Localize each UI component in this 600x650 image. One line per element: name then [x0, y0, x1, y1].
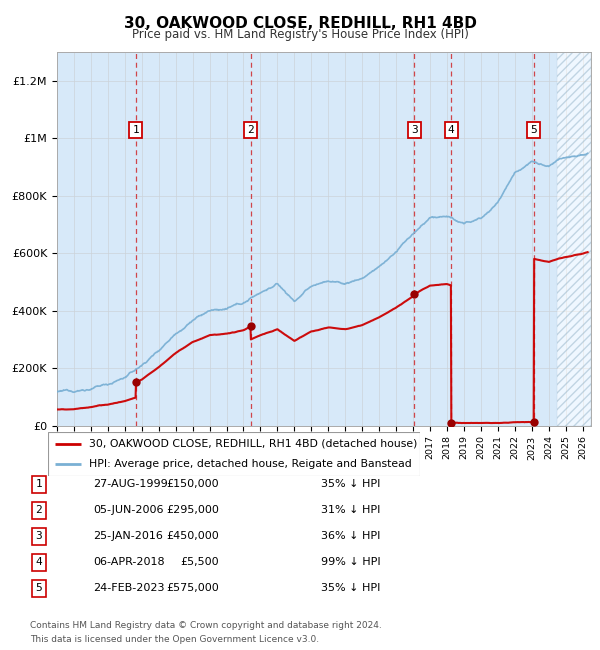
Bar	[534, 52, 557, 426]
Text: 25-JAN-2016: 25-JAN-2016	[93, 531, 163, 541]
Text: 3: 3	[411, 125, 418, 135]
Text: 27-AUG-1999: 27-AUG-1999	[93, 479, 168, 489]
Text: 4: 4	[448, 125, 455, 135]
Text: 24-FEB-2023: 24-FEB-2023	[93, 583, 164, 593]
Text: 30, OAKWOOD CLOSE, REDHILL, RH1 4BD (detached house): 30, OAKWOOD CLOSE, REDHILL, RH1 4BD (det…	[89, 439, 417, 449]
Bar	[414, 52, 451, 426]
Text: 1: 1	[35, 479, 43, 489]
Text: £295,000: £295,000	[166, 505, 219, 515]
Text: 4: 4	[35, 557, 43, 567]
Text: £575,000: £575,000	[166, 583, 219, 593]
Text: 2: 2	[35, 505, 43, 515]
Text: Contains HM Land Registry data © Crown copyright and database right 2024.: Contains HM Land Registry data © Crown c…	[30, 621, 382, 630]
Text: 99% ↓ HPI: 99% ↓ HPI	[321, 557, 380, 567]
Bar	[251, 52, 414, 426]
Text: 05-JUN-2006: 05-JUN-2006	[93, 505, 163, 515]
Bar	[57, 52, 136, 426]
Bar	[557, 52, 591, 426]
Text: HPI: Average price, detached house, Reigate and Banstead: HPI: Average price, detached house, Reig…	[89, 460, 412, 469]
Text: 35% ↓ HPI: 35% ↓ HPI	[321, 479, 380, 489]
Text: £450,000: £450,000	[166, 531, 219, 541]
Text: 5: 5	[35, 583, 43, 593]
Text: £5,500: £5,500	[181, 557, 219, 567]
Text: 1: 1	[133, 125, 139, 135]
Text: 2: 2	[247, 125, 254, 135]
Bar	[451, 52, 534, 426]
Text: 35% ↓ HPI: 35% ↓ HPI	[321, 583, 380, 593]
Text: 5: 5	[530, 125, 537, 135]
Text: This data is licensed under the Open Government Licence v3.0.: This data is licensed under the Open Gov…	[30, 634, 319, 644]
Text: 36% ↓ HPI: 36% ↓ HPI	[321, 531, 380, 541]
Text: Price paid vs. HM Land Registry's House Price Index (HPI): Price paid vs. HM Land Registry's House …	[131, 28, 469, 41]
Text: 06-APR-2018: 06-APR-2018	[93, 557, 164, 567]
Text: 30, OAKWOOD CLOSE, REDHILL, RH1 4BD: 30, OAKWOOD CLOSE, REDHILL, RH1 4BD	[124, 16, 476, 31]
Bar	[136, 52, 251, 426]
Text: 3: 3	[35, 531, 43, 541]
Text: £150,000: £150,000	[166, 479, 219, 489]
Text: 31% ↓ HPI: 31% ↓ HPI	[321, 505, 380, 515]
